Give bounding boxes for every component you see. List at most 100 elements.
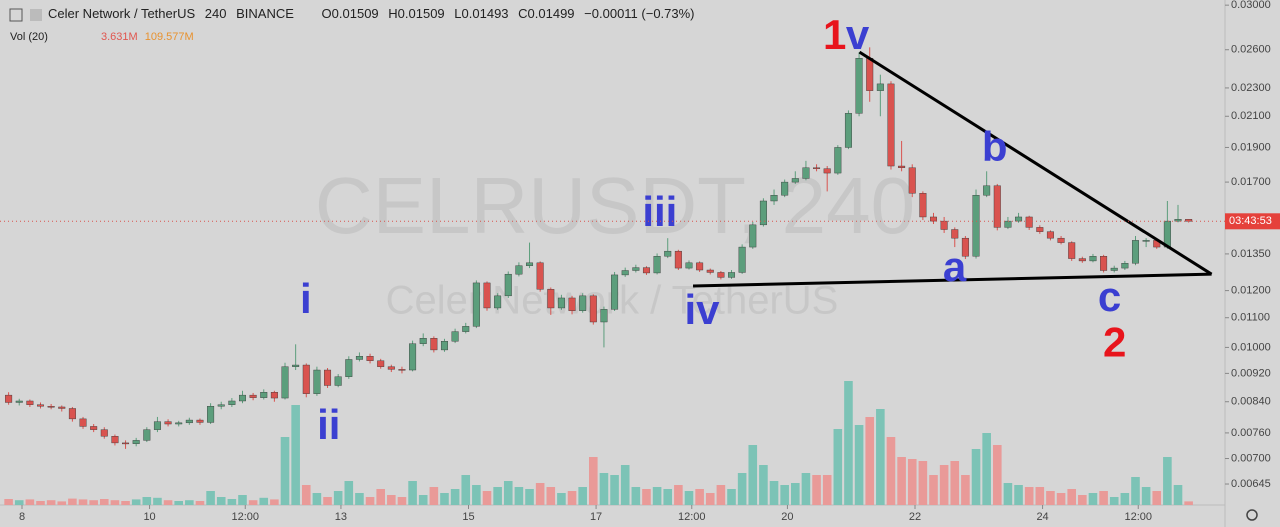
volume-bar — [578, 487, 587, 505]
compare-icon[interactable] — [30, 9, 42, 21]
candle-body — [430, 338, 438, 351]
candle-body — [589, 295, 597, 323]
volume-bar — [780, 485, 789, 505]
candle-body — [68, 408, 76, 420]
candle-body — [653, 256, 661, 274]
volume-bar — [525, 489, 534, 505]
candle-body — [90, 426, 98, 430]
wave-label: 2 — [1103, 318, 1126, 365]
volume-bar — [557, 493, 566, 505]
candle-body — [738, 246, 746, 273]
y-tick-label: 0.01350 — [1231, 248, 1271, 260]
volume-bar — [642, 489, 651, 505]
candle-body — [153, 421, 161, 430]
candle-body — [802, 167, 810, 179]
volume-bar — [195, 501, 205, 505]
candle-body — [1131, 240, 1139, 264]
volume-bar — [450, 489, 460, 505]
exchange: BINANCE — [236, 6, 294, 21]
countdown-box — [1225, 213, 1280, 230]
candle-body — [696, 262, 704, 271]
y-tick-label: 0.01100 — [1231, 312, 1270, 324]
volume-bar — [801, 473, 811, 505]
volume-bar — [248, 500, 258, 505]
candle-body — [1110, 267, 1118, 271]
candle-body — [37, 404, 44, 407]
candle-body — [47, 406, 55, 408]
volume-bar — [163, 500, 173, 505]
volume-bar — [1014, 485, 1023, 505]
candle-body — [132, 440, 140, 444]
volume-bar — [907, 459, 917, 505]
candle-body — [866, 58, 874, 91]
y-tick-label: 0.00840 — [1231, 396, 1271, 408]
candle-body — [355, 356, 363, 360]
candle-body — [908, 167, 916, 194]
countdown: 03:43:53 — [1229, 215, 1272, 227]
volume-bar — [110, 500, 120, 505]
volume-bar — [355, 493, 364, 505]
x-tick-label: 17 — [590, 511, 602, 523]
candle-body — [100, 429, 108, 437]
ohlc-label: C — [518, 6, 527, 21]
x-tick-label: 12:00 — [231, 511, 259, 523]
volume-bar — [1088, 493, 1098, 505]
volume-bar — [674, 485, 683, 505]
volume-bar — [376, 489, 385, 505]
ohlc-label: O — [322, 6, 332, 21]
candle-body — [387, 366, 395, 370]
volume-bar — [876, 409, 885, 505]
candle-body — [930, 216, 937, 222]
volume-bar — [1024, 487, 1034, 505]
candle-body — [483, 282, 491, 309]
candle-body — [1174, 219, 1182, 222]
candle-body — [26, 400, 34, 405]
candle-body — [324, 369, 332, 386]
ohlc-value: 0.01493 — [462, 6, 509, 21]
volume-bar — [1109, 497, 1119, 505]
y-tick-label: 0.00645 — [1231, 478, 1271, 490]
volume-bar — [1173, 485, 1183, 505]
volume-bar — [992, 445, 1002, 505]
candle-body — [440, 341, 448, 351]
x-tick-label: 12:00 — [678, 511, 706, 523]
candle-body — [983, 185, 991, 196]
volume-bar — [89, 500, 98, 505]
volume-bar — [886, 437, 896, 505]
candle-body — [185, 419, 193, 424]
candle-body — [292, 364, 300, 367]
y-tick-label: 0.00760 — [1231, 427, 1271, 439]
candle-body — [249, 394, 257, 398]
volume-bar — [982, 433, 991, 505]
candle-layer — [5, 47, 1193, 449]
volume-bar — [4, 499, 13, 505]
volume-bar — [1056, 493, 1066, 505]
candle-body — [217, 404, 225, 407]
volume-title: Vol (20) — [10, 31, 48, 43]
settings-icon[interactable] — [1246, 509, 1258, 521]
volume-bar — [153, 497, 162, 505]
candle-body — [791, 178, 799, 183]
candle-body — [526, 262, 534, 266]
candle-body — [1078, 258, 1086, 262]
candle-body — [685, 262, 693, 269]
volume-bar — [684, 491, 694, 505]
volume-bar — [844, 381, 853, 505]
candle-body — [122, 442, 130, 445]
candle-body — [813, 167, 821, 169]
volume-bar — [769, 481, 779, 505]
volume-bar — [46, 500, 56, 505]
candle-body — [940, 220, 948, 230]
candle-body — [451, 331, 459, 342]
volume-bar — [216, 497, 226, 505]
y-tick-label: 0.01200 — [1231, 285, 1271, 297]
x-tick-label: 8 — [19, 511, 25, 523]
volume-bar — [174, 501, 184, 505]
candle-body — [462, 326, 470, 332]
candle-body — [1121, 263, 1129, 269]
volume-bar — [418, 495, 428, 505]
volume-bar — [301, 485, 311, 505]
menu-icon[interactable] — [9, 8, 23, 22]
volume-bar — [461, 475, 471, 505]
